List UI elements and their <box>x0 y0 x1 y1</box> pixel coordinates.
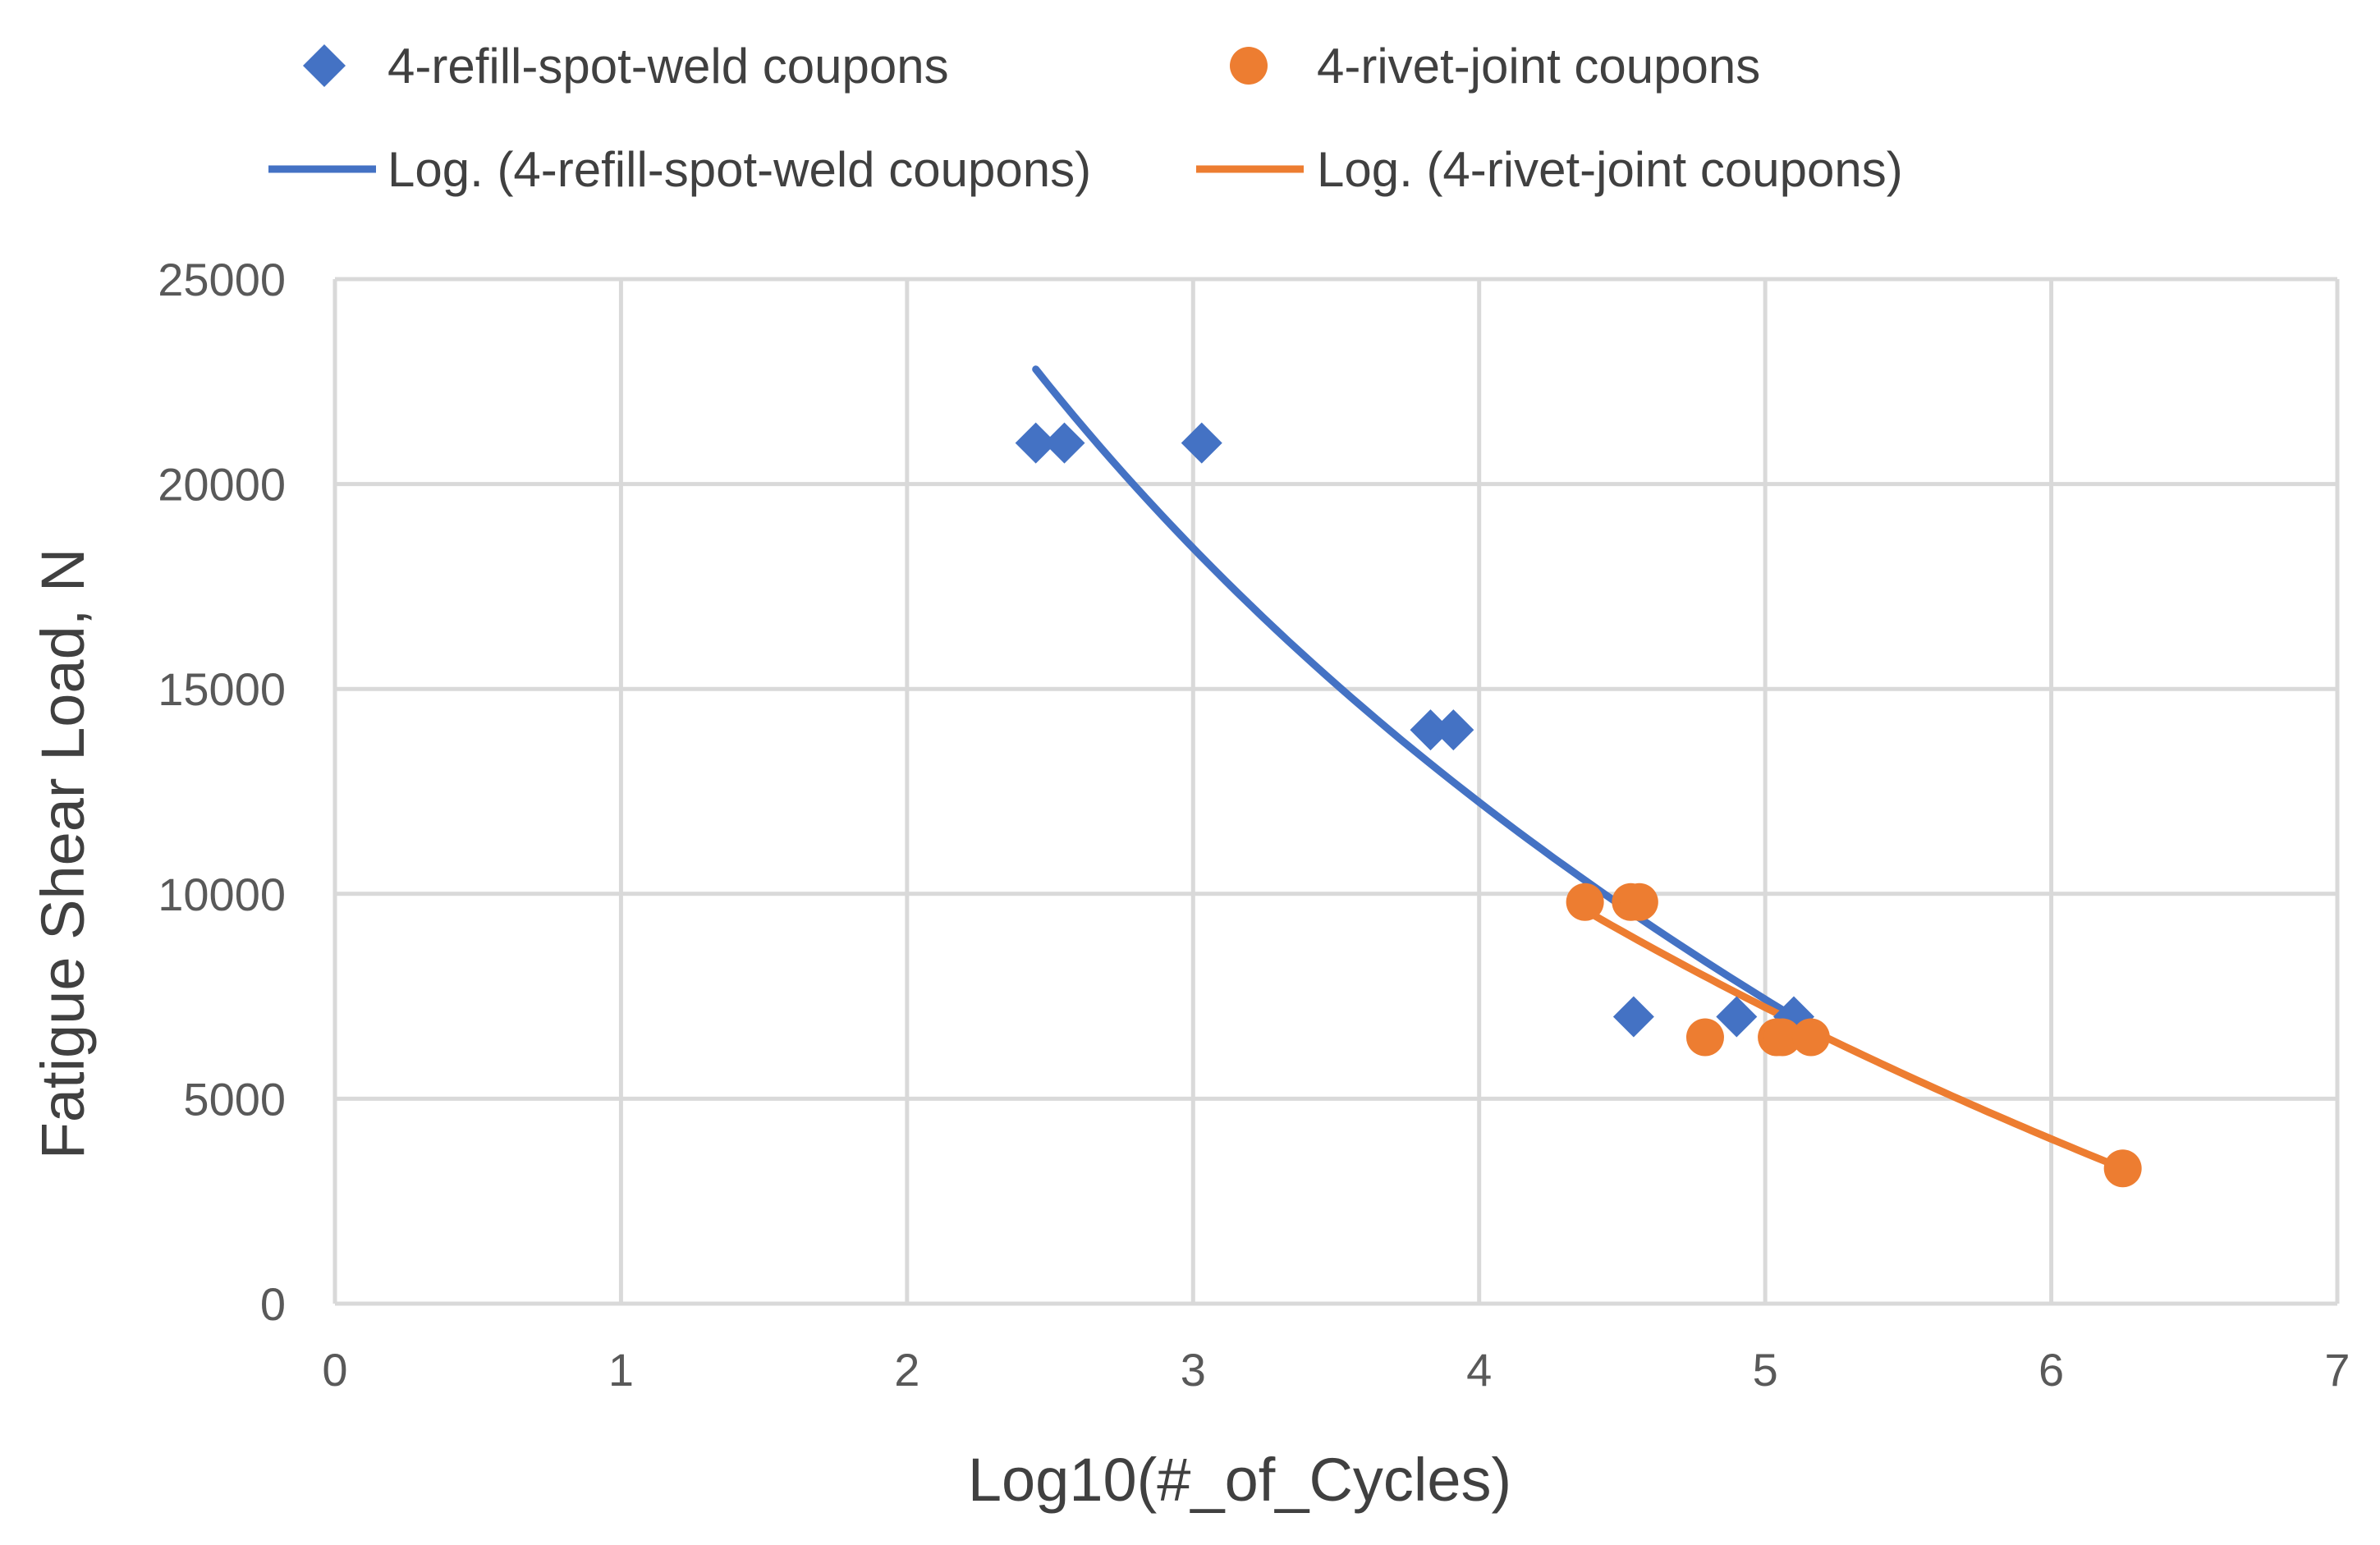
point-weld-6 <box>1716 996 1758 1038</box>
x-tick-label: 7 <box>2324 1344 2350 1396</box>
y-tick-label: 5000 <box>183 1073 286 1125</box>
point-weld-1 <box>1043 422 1085 464</box>
x-tick-label: 3 <box>1181 1344 1206 1396</box>
y-axis-title: Fatigue Shear Load, N <box>29 548 97 1160</box>
legend-item-spot-weld-trend: Log. (4-refill-spot-weld coupons) <box>268 142 1091 197</box>
x-tick-label: 4 <box>1466 1344 1492 1396</box>
point-weld-5 <box>1612 996 1654 1038</box>
trendlines <box>1032 365 2127 1172</box>
trendline-1 <box>1581 906 2127 1172</box>
x-tick-label: 1 <box>608 1344 634 1396</box>
point-rivet-3 <box>1685 1018 1724 1057</box>
legend-item-spot-weld: 4-refill-spot-weld coupons <box>303 39 949 94</box>
legend-label-rivet-trend: Log. (4-rivet-joint coupons) <box>1317 142 1903 197</box>
x-tick-label: 2 <box>894 1344 919 1396</box>
x-tick-label: 6 <box>2038 1344 2064 1396</box>
legend-label-spot-weld: 4-refill-spot-weld coupons <box>387 39 949 94</box>
legend-item-rivet-trend: Log. (4-rivet-joint coupons) <box>1196 142 1903 197</box>
point-weld-0 <box>1015 422 1057 464</box>
point-rivet-2 <box>1620 883 1658 921</box>
x-axis-tick-labels: 0 1 2 3 4 5 6 7 <box>322 1344 2350 1396</box>
point-rivet-0 <box>1566 883 1604 921</box>
point-rivet-6 <box>1791 1018 1830 1057</box>
point-weld-3 <box>1410 709 1451 751</box>
legend-marker-circle <box>1230 47 1268 85</box>
legend-item-rivet: 4-rivet-joint coupons <box>1230 39 1760 94</box>
legend-label-spot-weld-trend: Log. (4-refill-spot-weld coupons) <box>387 142 1091 197</box>
x-axis-title: Log10(#_of_Cycles) <box>968 1446 1511 1514</box>
data-points <box>1015 422 2142 1188</box>
trendline-0 <box>1032 365 1798 1021</box>
point-rivet-7 <box>2103 1149 2142 1188</box>
point-weld-4 <box>1433 709 1474 751</box>
y-tick-label: 0 <box>260 1278 286 1330</box>
y-tick-label: 20000 <box>158 459 286 511</box>
y-tick-label: 10000 <box>158 869 286 920</box>
legend-label-rivet: 4-rivet-joint coupons <box>1317 39 1760 94</box>
y-axis-tick-labels: 0 5000 10000 15000 20000 25000 <box>158 254 286 1330</box>
point-rivet-5 <box>1763 1018 1802 1057</box>
y-tick-label: 15000 <box>158 663 286 715</box>
point-weld-2 <box>1181 422 1222 464</box>
legend: 4-refill-spot-weld coupons 4-rivet-joint… <box>268 39 1903 197</box>
y-tick-label: 25000 <box>158 254 286 305</box>
gridlines <box>332 277 2340 1306</box>
x-tick-label: 0 <box>322 1344 347 1396</box>
x-tick-label: 5 <box>1753 1344 1778 1396</box>
legend-marker-diamond <box>303 44 346 87</box>
